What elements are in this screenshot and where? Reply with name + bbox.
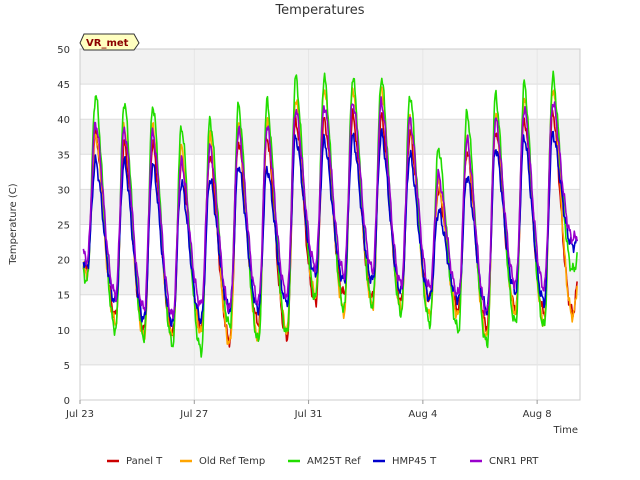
chart-title: Temperatures bbox=[274, 3, 364, 18]
station-badge: VR_met bbox=[79, 33, 140, 51]
x-tick-label: Aug 4 bbox=[408, 409, 437, 420]
plot-band bbox=[80, 259, 580, 295]
plot-frame bbox=[79, 48, 581, 401]
x-axis-ticks: Jul 23 Jul 27 Jul 31 Aug 4 Aug 8 bbox=[65, 400, 552, 420]
legend-label: HMP45 T bbox=[392, 456, 437, 467]
plot-band bbox=[80, 49, 580, 85]
y-tick-label: 25 bbox=[57, 221, 70, 232]
legend-label: AM25T Ref bbox=[307, 456, 361, 467]
y-tick-label: 45 bbox=[57, 80, 70, 91]
badge-shape bbox=[79, 33, 140, 51]
x-tick-label: Jul 23 bbox=[65, 409, 94, 420]
plot-band bbox=[80, 189, 580, 225]
series-line-cnr1-prt bbox=[82, 96, 578, 320]
y-tick-label: 10 bbox=[57, 326, 70, 337]
y-tick-label: 20 bbox=[57, 256, 70, 267]
y-tick-label: 0 bbox=[64, 396, 70, 407]
y-tick-label: 15 bbox=[57, 291, 70, 302]
series-lines bbox=[82, 70, 578, 358]
y-tick-label: 30 bbox=[57, 185, 70, 196]
y-axis-ticks: 0 5 10 15 20 25 30 35 40 45 50 bbox=[57, 45, 70, 407]
y-tick-label: 35 bbox=[57, 150, 70, 161]
legend-label: Old Ref Temp bbox=[199, 456, 265, 467]
legend-label: Panel T bbox=[126, 456, 163, 467]
legend-label: CNR1 PRT bbox=[489, 456, 539, 467]
x-tick-label: Jul 31 bbox=[294, 409, 323, 420]
plot-band bbox=[80, 329, 580, 365]
y-tick-label: 5 bbox=[64, 361, 70, 372]
x-tick-label: Jul 27 bbox=[179, 409, 208, 420]
legend: Panel T Old Ref Temp AM25T Ref HMP45 T CNR1 … bbox=[107, 456, 539, 467]
badge-label: VR_met bbox=[86, 38, 129, 49]
x-tick-label: Aug 8 bbox=[523, 409, 552, 420]
y-tick-label: 40 bbox=[57, 115, 70, 126]
y-tick-label: 50 bbox=[57, 45, 70, 56]
x-axis-title: Time bbox=[553, 425, 578, 436]
y-axis-title: Temperature (C) bbox=[8, 183, 19, 265]
series-line-hmp45-t bbox=[82, 128, 578, 327]
